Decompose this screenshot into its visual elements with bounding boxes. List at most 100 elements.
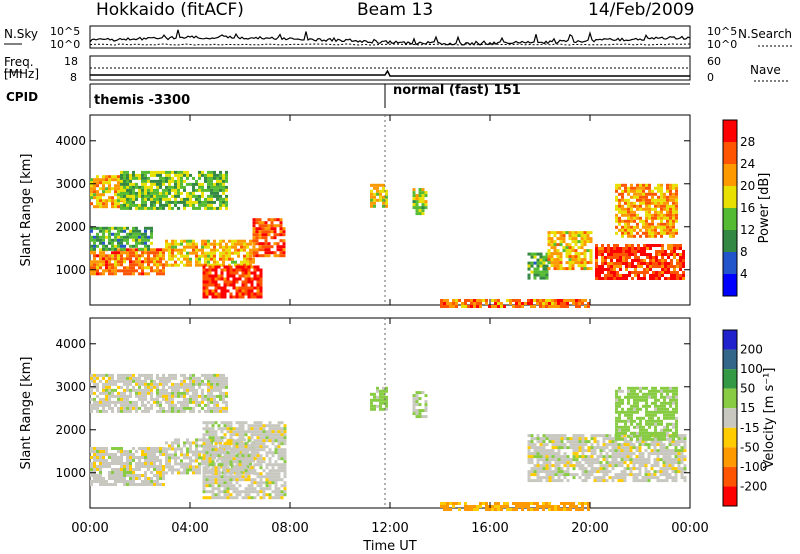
heatmap-cell (632, 458, 636, 462)
heatmap-cell (168, 394, 171, 398)
heatmap-cell (135, 191, 138, 195)
heatmap-cell (183, 468, 186, 472)
heatmap-cell (629, 446, 633, 450)
nsearch-series-line (89, 43, 691, 46)
heatmap-cell (220, 295, 224, 299)
heatmap-cell (153, 260, 156, 264)
heatmap-cell (632, 467, 636, 471)
heatmap-cell (554, 437, 558, 441)
heatmap-cell (205, 478, 209, 482)
heatmap-cell (153, 400, 156, 404)
heatmap-cell (198, 400, 201, 404)
heatmap-cell (226, 496, 230, 500)
heatmap-cell (244, 289, 248, 293)
heatmap-cell (177, 468, 180, 472)
heatmap-cell (201, 200, 204, 204)
heatmap-cell (644, 464, 648, 468)
heatmap-cell (225, 403, 228, 407)
heatmap-cell (195, 242, 198, 246)
heatmap-cell (542, 255, 546, 259)
heatmap-cell (141, 400, 144, 404)
heatmap-cell (207, 376, 210, 380)
heatmap-cell (270, 251, 274, 255)
heatmap-cell (620, 455, 624, 459)
heatmap-cell (630, 228, 633, 232)
heatmap-cell (205, 481, 209, 485)
heatmap-cell (256, 493, 260, 497)
heatmap-cell (219, 385, 222, 389)
heatmap-cell (571, 231, 575, 235)
heatmap-cell (584, 449, 588, 453)
heatmap-cell (220, 484, 224, 488)
heatmap-cell (244, 487, 248, 491)
heatmap-cell (632, 464, 636, 468)
heatmap-cell (641, 458, 645, 462)
heatmap-cell (108, 483, 111, 486)
heatmap-cell (144, 182, 147, 186)
heatmap-cell (186, 391, 189, 395)
heatmap-cell (683, 455, 687, 459)
heatmap-cell (264, 221, 268, 225)
heatmap-cell (565, 261, 569, 265)
heatmap-cell (616, 250, 619, 253)
heatmap-cell (415, 200, 419, 204)
heatmap-cell (102, 477, 105, 480)
heatmap-cell (135, 203, 138, 207)
heatmap-cell (539, 446, 543, 450)
heatmap-cell (617, 476, 621, 480)
heatmap-cell (144, 388, 147, 392)
heatmap-cell (545, 452, 549, 456)
heatmap-cell (660, 183, 663, 187)
heatmap-cell (171, 373, 174, 377)
heatmap-cell (494, 508, 497, 511)
heatmap-cell (144, 373, 147, 377)
heatmap-cell (90, 450, 93, 453)
heatmap-cell (117, 175, 120, 179)
heatmap-cell (580, 231, 584, 235)
heatmap-cell (247, 484, 251, 488)
heatmap-cell (132, 182, 135, 186)
heatmap-cell (102, 459, 105, 462)
heatmap-cell (141, 266, 144, 270)
heatmap-cell (217, 487, 221, 491)
heatmap-cell (593, 452, 597, 456)
heatmap-cell (560, 434, 564, 438)
heatmap-cell (639, 192, 642, 196)
heatmap-cell (144, 244, 147, 248)
heatmap-cell (536, 449, 540, 453)
heatmap-cell (530, 440, 534, 444)
heatmap-cell (129, 266, 132, 270)
heatmap-cell (141, 185, 144, 189)
heatmap-cell (596, 461, 600, 465)
heatmap-cell (611, 443, 615, 447)
heatmap-cell (666, 231, 669, 235)
heatmap-cell (663, 437, 666, 441)
heatmap-cell (418, 409, 422, 413)
heatmap-cell (220, 481, 224, 485)
heatmap-cell (627, 386, 630, 390)
heatmap-cell (120, 247, 123, 251)
heatmap-cell (117, 391, 120, 395)
heatmap-cell (542, 276, 546, 280)
heatmap-cell (580, 258, 584, 262)
heatmap-cell (649, 265, 652, 268)
heatmap-cell (277, 469, 281, 473)
heatmap-cell (645, 216, 648, 220)
heatmap-cell (214, 454, 218, 458)
heatmap-cell (180, 450, 183, 454)
heatmap-cell (385, 395, 388, 399)
heatmap-cell (676, 274, 679, 277)
heatmap-cell (229, 460, 233, 464)
heatmap-cell (114, 459, 117, 462)
heatmap-cell (563, 443, 567, 447)
heatmap-cell (267, 242, 271, 246)
heatmap-cell (141, 179, 144, 183)
heatmap-cell (150, 235, 153, 239)
heatmap-cell (96, 202, 99, 206)
heatmap-cell (675, 431, 678, 435)
heatmap-cell (162, 453, 165, 456)
heatmap-cell (132, 238, 135, 242)
heatmap-cell (590, 464, 594, 468)
heatmap-cell (271, 430, 275, 434)
heatmap-cell (243, 242, 246, 246)
